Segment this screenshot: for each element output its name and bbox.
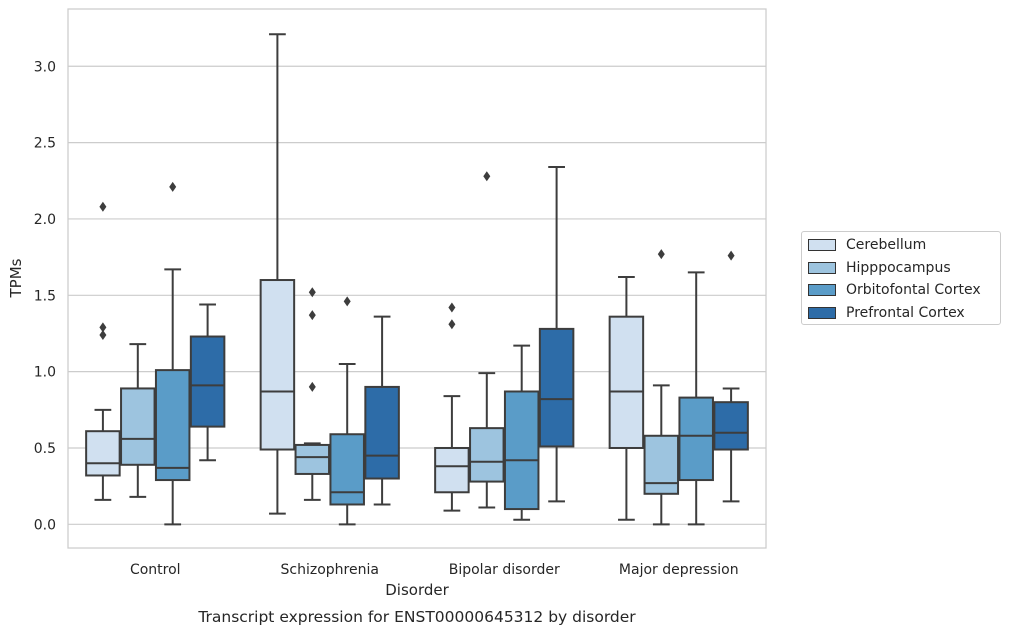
box-iqr [120, 387, 156, 466]
box-group [608, 275, 645, 521]
legend-item-cerebellum: Cerebellum [808, 235, 926, 255]
outlier-point [308, 287, 316, 298]
box-group [154, 181, 191, 526]
legend-label-hippocampus: Hipppocampus [846, 260, 951, 276]
y-tick-label: 0.0 [34, 517, 56, 533]
box-group [434, 302, 470, 512]
x-tick-label: Bipolar disorder [449, 562, 560, 578]
legend-label-cerebellum: Cerebellum [846, 237, 927, 253]
outlier-point [308, 310, 316, 321]
box-iqr [154, 369, 191, 482]
box-group [189, 303, 226, 462]
legend: Cerebellum Hipppocampus Orbitofontal Cor… [801, 231, 1001, 325]
box-group [85, 201, 121, 501]
outlier-point [169, 181, 177, 192]
x-tick-label: Control [130, 562, 181, 578]
legend-item-prefrontal-cortex: Prefrontal Cortex [808, 303, 965, 323]
box-iqr [364, 385, 400, 480]
outlier-point [448, 319, 456, 330]
box-group [538, 166, 575, 503]
box-iqr [503, 390, 540, 511]
y-tick-label: 1.5 [34, 288, 56, 304]
plot-frame [67, 8, 767, 549]
box-group [643, 249, 680, 526]
box-iqr [294, 443, 331, 475]
outlier-point [727, 250, 735, 261]
outlier-point [343, 296, 351, 307]
box-group [713, 250, 749, 503]
outlier-point [448, 302, 456, 313]
legend-label-prefrontal-cortex: Prefrontal Cortex [846, 305, 965, 321]
xtick-layer: Control Schizophrenia Bipolar disorder Majo… [130, 562, 739, 578]
box-iqr [608, 315, 645, 449]
box-iqr [643, 434, 680, 495]
legend-swatch-hippocampus [808, 262, 836, 274]
y-tick-label: 2.0 [34, 212, 56, 228]
ytick-layer: 0.0 0.5 1.0 1.5 2.0 2.5 3.0 [34, 59, 56, 533]
box-iqr [538, 327, 575, 448]
box-group [294, 287, 331, 501]
outlier-point [483, 171, 491, 182]
y-tick-label: 3.0 [34, 59, 56, 75]
legend-swatch-orbitofrontal-cortex [808, 284, 836, 296]
legend-item-hippocampus: Hipppocampus [808, 258, 951, 278]
legend-item-orbitofrontal-cortex: Orbitofontal Cortex [808, 280, 981, 300]
chart-caption: Transcript expression for ENST0000064531… [197, 608, 636, 626]
box-group [120, 343, 156, 498]
box-iqr [85, 430, 121, 477]
y-tick-label: 1.0 [34, 365, 56, 381]
box-group [469, 171, 505, 509]
box-layer [85, 33, 749, 526]
legend-label-orbitofrontal-cortex: Orbitofontal Cortex [846, 282, 981, 298]
legend-swatch-prefrontal-cortex [808, 307, 836, 319]
outlier-point [99, 201, 107, 212]
box-group [259, 33, 296, 515]
box-iqr [469, 427, 505, 483]
box-iqr [434, 446, 470, 494]
outlier-point [308, 381, 316, 392]
outlier-point [657, 249, 665, 260]
x-tick-label: Schizophrenia [281, 562, 379, 578]
y-axis-label: TPMs [7, 258, 25, 298]
legend-swatch-cerebellum [808, 239, 836, 251]
y-tick-label: 2.5 [34, 136, 56, 152]
box-iqr [713, 401, 749, 451]
outlier-point [99, 322, 107, 333]
box-group [678, 271, 714, 526]
box-group [329, 296, 365, 526]
box-group [503, 344, 540, 521]
y-tick-label: 0.5 [34, 441, 56, 457]
x-axis-label: Disorder [385, 581, 449, 599]
box-iqr [678, 396, 714, 482]
box-iqr [259, 279, 296, 451]
x-tick-label: Major depression [619, 562, 739, 578]
box-iqr [329, 433, 365, 506]
outlier-point [99, 329, 107, 340]
box-iqr [189, 335, 226, 428]
box-group [364, 315, 400, 506]
